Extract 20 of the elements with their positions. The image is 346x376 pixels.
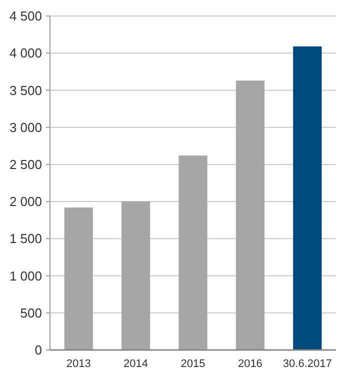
y-tick-label: 0 [34,342,42,358]
bar [64,207,93,350]
x-tick-label: 2016 [238,358,262,370]
bar [236,80,264,350]
x-tick-label: 30.6.2017 [282,358,332,370]
x-tick-label: 2014 [124,358,148,370]
x-tick-label: 2015 [180,358,206,370]
y-tick-label: 500 [20,305,42,320]
bar [293,46,322,350]
x-tick-label: 2013 [66,358,91,370]
y-tick-label: 4 000 [9,46,42,61]
y-tick-label: 2 500 [9,156,42,172]
y-tick-label: 2 000 [9,194,42,210]
y-tick-label: 3 500 [9,82,42,98]
y-tick-label: 3 000 [9,120,42,135]
y-tick-label: 1 500 [9,231,42,246]
bar [178,156,208,350]
bar [122,202,150,350]
y-tick-label: 1 000 [9,268,42,284]
y-tick-label: 4 500 [9,8,42,24]
